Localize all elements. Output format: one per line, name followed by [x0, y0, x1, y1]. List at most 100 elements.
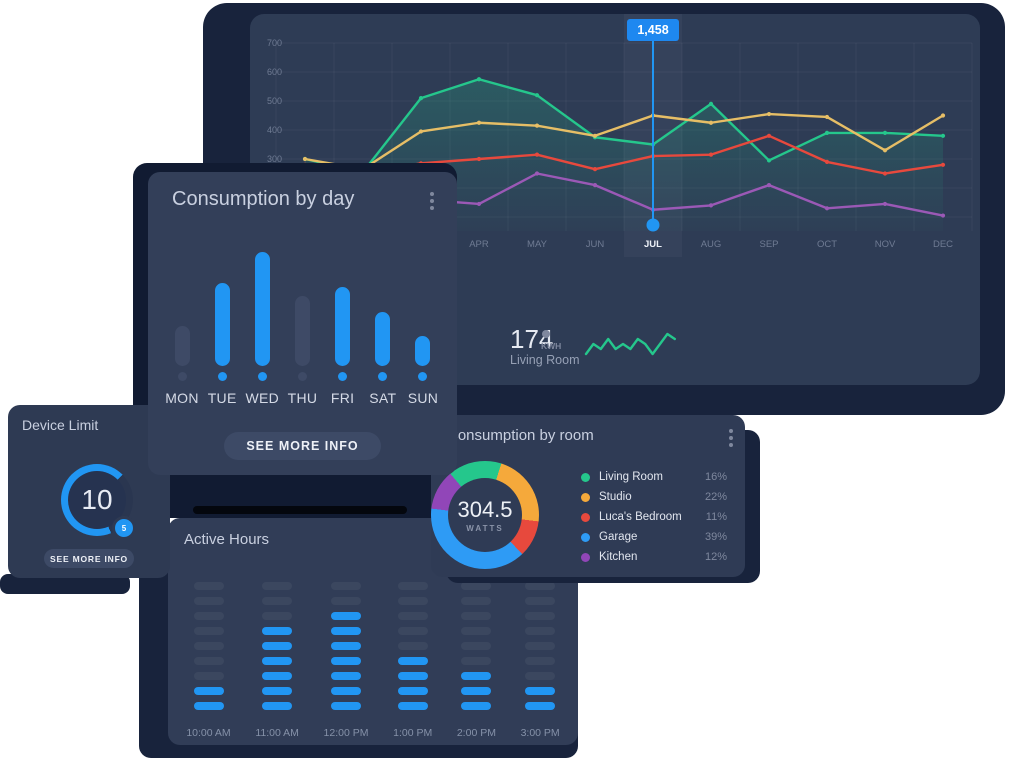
- legend-row: Garage 39%: [581, 527, 727, 547]
- hour-segment: [461, 642, 492, 650]
- device-see-more-info-button[interactable]: SEE MORE INFO: [44, 549, 134, 568]
- active-hours-title: Active Hours: [184, 531, 270, 548]
- hour-segment: [461, 612, 492, 620]
- month-label-sep: SEP: [759, 239, 778, 250]
- hour-label: 10:00 AM: [186, 727, 231, 739]
- kwh-stat-dot-icon: [542, 330, 550, 338]
- kebab-menu-icon[interactable]: [729, 429, 733, 447]
- hour-segment: [525, 687, 556, 695]
- day-bar: [174, 326, 190, 366]
- hour-column: 3:00 PM: [521, 582, 560, 739]
- chart-tooltip-value: 1,458: [637, 23, 669, 37]
- hour-segment: [193, 597, 224, 605]
- hour-segment: [331, 597, 361, 605]
- living-room-sparkline: [584, 332, 677, 356]
- hour-label: 1:00 PM: [393, 727, 433, 739]
- hour-column: 1:00 PM: [393, 582, 432, 739]
- hour-segment: [461, 627, 492, 635]
- hour-segment: [331, 627, 361, 635]
- legend-room-percent: 11%: [705, 511, 727, 523]
- kebab-menu-icon[interactable]: [430, 192, 434, 210]
- legend-dot-icon: [581, 552, 590, 562]
- hour-column: 12:00 PM: [324, 582, 368, 739]
- month-label-aug: AUG: [701, 239, 722, 250]
- day-label: WED: [245, 390, 280, 406]
- day-see-more-info-button[interactable]: SEE MORE INFO: [224, 432, 381, 460]
- hour-segment: [262, 687, 293, 695]
- hour-segment: [461, 582, 492, 590]
- day-label: MON: [165, 390, 199, 406]
- hour-segment: [193, 687, 224, 695]
- hour-column: 11:00 AM: [255, 582, 299, 739]
- month-label-nov: NOV: [875, 239, 896, 250]
- hour-label: 2:00 PM: [456, 727, 496, 739]
- hour-segment: [525, 657, 556, 665]
- day-dot: [257, 372, 267, 381]
- day-bar-column-fri: FRI: [323, 252, 363, 406]
- month-label-oct: OCT: [817, 239, 837, 250]
- legend-room-percent: 12%: [704, 551, 727, 563]
- legend-dot-icon: [581, 532, 590, 542]
- day-bar-column-thu: THU: [282, 252, 322, 406]
- energy-chart-panel: 700600500400300200100JANFEBMARAPRMAYJUNJ…: [250, 14, 980, 385]
- day-dot: [378, 372, 388, 381]
- hour-segment: [461, 672, 492, 680]
- hour-segment: [193, 657, 224, 665]
- series-line-gold: [304, 112, 944, 171]
- month-label-may: MAY: [527, 239, 548, 250]
- hour-segment: [262, 582, 293, 590]
- legend-row: Living Room 16%: [581, 467, 727, 487]
- day-label: THU: [287, 390, 318, 406]
- day-bar-column-tue: TUE: [202, 252, 242, 406]
- hour-segment: [262, 597, 293, 605]
- legend-room-name: Living Room: [599, 471, 663, 483]
- hour-segment: [525, 582, 556, 590]
- hour-segment: [331, 702, 361, 710]
- legend-room-name: Luca's Bedroom: [599, 511, 682, 523]
- legend-room-percent: 22%: [704, 491, 727, 503]
- day-bar: [294, 296, 310, 366]
- hour-segment: [262, 612, 293, 620]
- day-dot: [177, 372, 187, 381]
- day-bar: [254, 252, 270, 366]
- device-limit-title: Device Limit: [22, 417, 99, 433]
- hour-segment: [262, 627, 293, 635]
- hour-segment: [461, 657, 492, 665]
- day-dot: [297, 372, 307, 381]
- hour-segment: [525, 597, 556, 605]
- y-tick-label: 300: [267, 154, 282, 164]
- month-label-apr: APR: [469, 239, 489, 250]
- hour-segment: [397, 612, 428, 620]
- hour-segment: [331, 687, 361, 695]
- day-bar: [335, 287, 351, 366]
- legend-room-percent: 16%: [704, 471, 727, 483]
- day-bar-chart: MON TUE WED THU FRI SAT SUN: [162, 252, 443, 406]
- consumption-by-day-card: Consumption by day MON TUE WED THU FRI SAT SUN…: [148, 172, 457, 475]
- y-tick-label: 400: [267, 125, 282, 135]
- energy-line-chart: 700600500400300200100JANFEBMARAPRMAYJUNJ…: [267, 38, 973, 250]
- hour-segment: [193, 642, 224, 650]
- day-label: SUN: [407, 390, 439, 406]
- hour-segment: [525, 627, 556, 635]
- hour-segment: [193, 702, 224, 710]
- hour-segment: [461, 702, 492, 710]
- day-dot: [217, 372, 227, 381]
- day-bar-column-sat: SAT: [363, 252, 403, 406]
- legend-room-name: Garage: [599, 531, 638, 543]
- hour-segment: [262, 672, 293, 680]
- legend-room-name: Studio: [599, 491, 632, 503]
- day-dot: [338, 372, 348, 381]
- hour-segment: [397, 642, 428, 650]
- series-line-green: [304, 78, 944, 174]
- y-tick-label: 500: [267, 96, 282, 106]
- kwh-stat-room-label: Living Room: [510, 353, 580, 367]
- legend-row: Luca's Bedroom 11%: [581, 507, 727, 527]
- day-bar: [415, 336, 431, 366]
- consumption-by-room-card: Consumption by room 304.5 WATTS Living R…: [431, 415, 745, 577]
- room-donut-center: 304.5 WATTS: [448, 478, 522, 552]
- hour-segment: [397, 702, 428, 710]
- hour-segment: [193, 582, 224, 590]
- hour-segment: [193, 672, 224, 680]
- hour-segment: [525, 612, 556, 620]
